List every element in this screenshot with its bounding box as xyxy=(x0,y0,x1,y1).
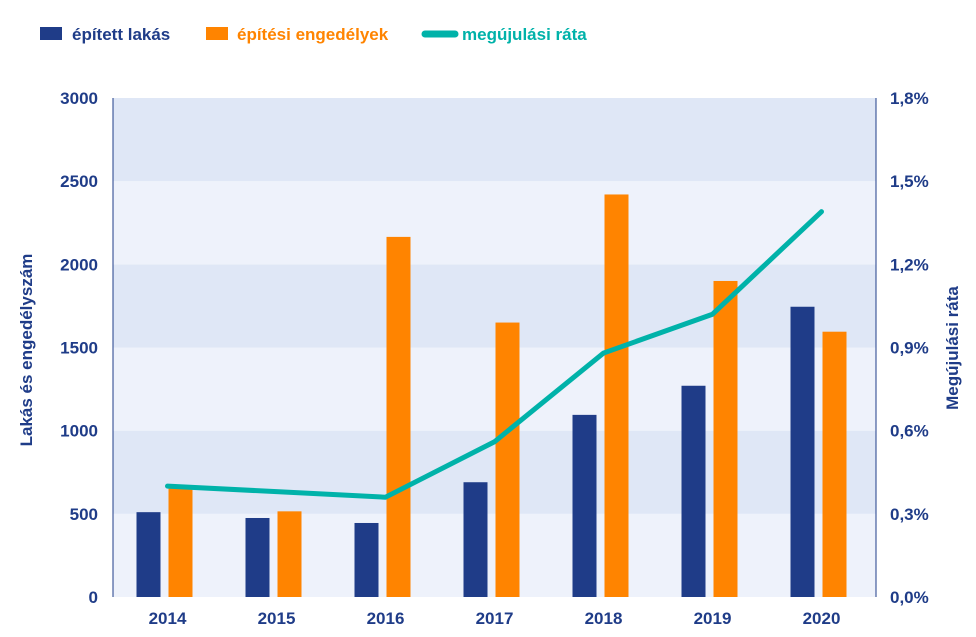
y-tick-label: 1500 xyxy=(60,339,98,358)
rate-line xyxy=(165,209,824,500)
bar-built-2015 xyxy=(245,517,270,597)
grid-band xyxy=(113,264,876,348)
bar-permits-2014 xyxy=(168,486,193,597)
plot-background xyxy=(113,98,876,597)
y-tick-label: 2000 xyxy=(60,255,98,274)
bar-built-2016 xyxy=(354,522,379,597)
line-series xyxy=(165,209,824,500)
bar-built-2018 xyxy=(572,414,597,597)
grid-band xyxy=(113,98,876,182)
y-tick-label: 3000 xyxy=(60,89,98,108)
bar-permits-2020 xyxy=(822,331,847,597)
bar-permits-2016 xyxy=(386,236,411,597)
bar-built-2019 xyxy=(681,385,706,597)
grid-band xyxy=(113,513,876,597)
bar-permits-2017 xyxy=(495,322,520,597)
grid-band xyxy=(113,347,876,431)
legend-label-built: épített lakás xyxy=(72,25,170,44)
x-tick-label: 2018 xyxy=(585,609,623,628)
bar-permits-2015 xyxy=(277,511,302,597)
x-tick-label: 2015 xyxy=(258,609,296,628)
y-tick-label: 1000 xyxy=(60,422,98,441)
legend: épített lakás építési engedélyek megújul… xyxy=(40,25,587,44)
legend-label-permits: építési engedélyek xyxy=(237,25,389,44)
x-tick-label: 2020 xyxy=(803,609,841,628)
y2-tick-label: 1,8% xyxy=(890,89,929,108)
bar-permits-2019 xyxy=(713,280,738,597)
y2-tick-label: 1,2% xyxy=(890,255,929,274)
y2-tick-label: 0,0% xyxy=(890,588,929,607)
y-tick-label: 500 xyxy=(70,505,98,524)
x-tick-label: 2016 xyxy=(367,609,405,628)
y2-tick-label: 0,3% xyxy=(890,505,929,524)
x-tick-label: 2017 xyxy=(476,609,514,628)
bar-built-2014 xyxy=(136,512,161,597)
bar-series xyxy=(136,194,847,597)
x-tick-label: 2019 xyxy=(694,609,732,628)
x-tick-labels: 2014 2015 2016 2017 2018 2019 2020 xyxy=(149,609,841,628)
right-tick-labels: 0,0% 0,3% 0,6% 0,9% 1,2% 1,5% 1,8% xyxy=(890,89,929,607)
bar-built-2017 xyxy=(463,482,488,597)
x-tick-label: 2014 xyxy=(149,609,187,628)
grid-band xyxy=(113,181,876,265)
y-axis-title: Lakás és engedélyszám xyxy=(17,254,36,447)
left-tick-labels: 0 500 1000 1500 2000 2500 3000 xyxy=(60,89,98,607)
y2-tick-label: 0,9% xyxy=(890,339,929,358)
legend-label-rate: megújulási ráta xyxy=(462,25,587,44)
bar-built-2020 xyxy=(790,306,815,597)
bar-permits-2018 xyxy=(604,194,629,597)
y2-axis-title: Megújulási ráta xyxy=(943,286,962,410)
legend-swatch-built xyxy=(40,27,62,40)
y2-tick-label: 0,6% xyxy=(890,422,929,441)
y2-tick-label: 1,5% xyxy=(890,172,929,191)
y-tick-label: 2500 xyxy=(60,172,98,191)
legend-swatch-permits xyxy=(206,27,228,40)
y-tick-label: 0 xyxy=(89,588,98,607)
